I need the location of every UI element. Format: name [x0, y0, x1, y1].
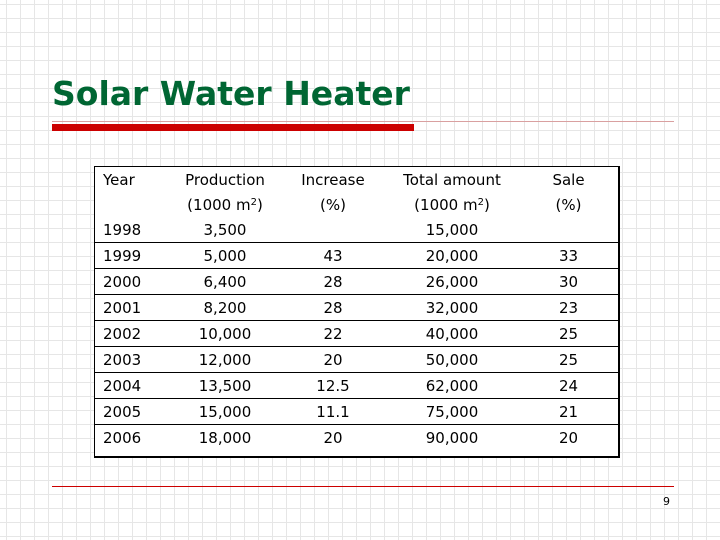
footer-divider [52, 486, 674, 487]
header-year: Year [103, 170, 135, 189]
cell-sale: 21 [519, 398, 618, 425]
table-row: 2002 10,000 22 40,000 25 [95, 320, 618, 347]
cell-year: 2001 [95, 294, 169, 321]
cell-increase: 28 [281, 294, 385, 321]
cell-sale [519, 217, 618, 243]
header-production: Production [185, 170, 265, 189]
table-row: 2003 12,000 20 50,000 25 [95, 346, 618, 373]
table-row: 2000 6,400 28 26,000 30 [95, 268, 618, 295]
data-table-container: Year Production Increase Total amount Sa… [94, 166, 620, 458]
table-row: 2006 18,000 20 90,000 20 [95, 424, 618, 450]
cell-increase: 28 [281, 268, 385, 295]
header-total: Total amount [403, 170, 501, 189]
cell-year: 1999 [95, 242, 169, 269]
table-row: 2004 13,500 12.5 62,000 24 [95, 372, 618, 399]
header-row: Year Production Increase Total amount Sa… [95, 167, 618, 192]
cell-year: 2004 [95, 372, 169, 399]
cell-production: 6,400 [169, 268, 281, 295]
header-unit-year-empty [95, 192, 169, 217]
table-row: 1998 3,500 15,000 [95, 217, 618, 243]
cell-increase: 12.5 [281, 372, 385, 399]
cell-total: 75,000 [385, 398, 519, 425]
header-increase: Increase [301, 170, 365, 189]
header-unit-row: (1000 m2) (%) (1000 m2) (%) [95, 192, 618, 217]
cell-total: 40,000 [385, 320, 519, 347]
table-row: 2005 15,000 11.1 75,000 21 [95, 398, 618, 425]
solar-heater-table: Year Production Increase Total amount Sa… [95, 167, 618, 450]
cell-year: 2002 [95, 320, 169, 347]
cell-year: 2005 [95, 398, 169, 425]
cell-increase [281, 217, 385, 243]
cell-sale: 30 [519, 268, 618, 295]
header-increase-unit: (%) [320, 195, 346, 214]
cell-total: 15,000 [385, 217, 519, 243]
cell-year: 2003 [95, 346, 169, 373]
cell-year: 1998 [95, 217, 169, 243]
cell-sale: 33 [519, 242, 618, 269]
cell-sale: 25 [519, 346, 618, 373]
cell-sale: 24 [519, 372, 618, 399]
page-number: 9 [663, 495, 670, 508]
cell-sale: 23 [519, 294, 618, 321]
cell-total: 50,000 [385, 346, 519, 373]
cell-total: 20,000 [385, 242, 519, 269]
table-row: 2001 8,200 28 32,000 23 [95, 294, 618, 321]
cell-production: 8,200 [169, 294, 281, 321]
cell-sale: 25 [519, 320, 618, 347]
slide-title: Solar Water Heater [52, 74, 410, 113]
cell-increase: 43 [281, 242, 385, 269]
cell-year: 2006 [95, 424, 169, 450]
header-total-unit: (1000 m2) [414, 195, 490, 214]
header-production-unit: (1000 m2) [187, 195, 263, 214]
cell-production: 10,000 [169, 320, 281, 347]
cell-total: 90,000 [385, 424, 519, 450]
cell-increase: 20 [281, 424, 385, 450]
cell-production: 5,000 [169, 242, 281, 269]
title-underline-thin [52, 121, 674, 122]
cell-total: 26,000 [385, 268, 519, 295]
cell-production: 18,000 [169, 424, 281, 450]
cell-total: 62,000 [385, 372, 519, 399]
cell-sale: 20 [519, 424, 618, 450]
cell-increase: 11.1 [281, 398, 385, 425]
title-underline-thick [52, 124, 414, 131]
table-row: 1999 5,000 43 20,000 33 [95, 242, 618, 269]
cell-production: 12,000 [169, 346, 281, 373]
header-sale-unit: (%) [555, 195, 582, 214]
cell-year: 2000 [95, 268, 169, 295]
cell-increase: 20 [281, 346, 385, 373]
cell-production: 15,000 [169, 398, 281, 425]
cell-production: 13,500 [169, 372, 281, 399]
cell-total: 32,000 [385, 294, 519, 321]
cell-increase: 22 [281, 320, 385, 347]
cell-production: 3,500 [169, 217, 281, 243]
header-sale: Sale [552, 170, 585, 189]
